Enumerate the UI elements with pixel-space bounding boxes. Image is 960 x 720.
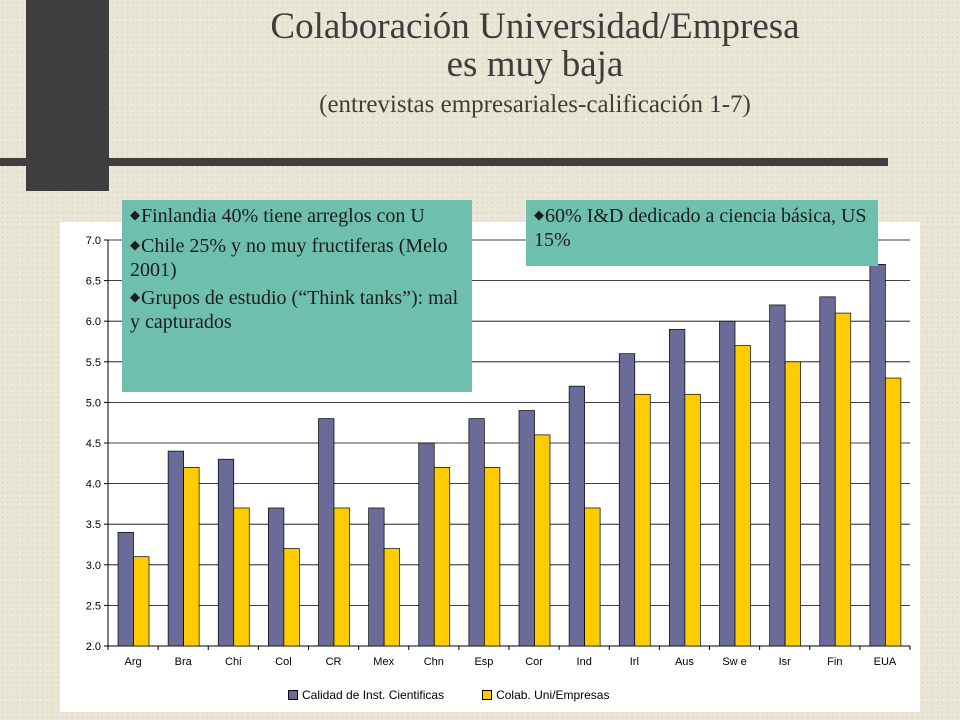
bar-series2	[634, 393, 651, 647]
x-tick-label: Fin	[827, 656, 842, 668]
bar-series1	[618, 353, 636, 647]
legend-swatch-series1	[288, 690, 298, 700]
x-tick-label: EUA	[874, 656, 897, 668]
y-tick-label: 3.0	[86, 560, 101, 572]
slide-title-line1: Colaboración Universidad/Empresa	[270, 6, 800, 47]
y-tick-label: 5.5	[86, 357, 101, 369]
slide-title-line2: es muy baja	[446, 44, 624, 85]
note-text: 60% I&D dedicado a ciencia básica, US 15…	[534, 205, 867, 251]
y-tick-label: 3.5	[86, 519, 101, 531]
bar-series2	[734, 345, 751, 647]
y-tick-label: 5.0	[86, 397, 101, 409]
note-item: ◆60% I&D dedicado a ciencia básica, US 1…	[534, 205, 870, 251]
y-tick-label: 2.0	[86, 641, 101, 653]
bar-series1	[318, 418, 335, 647]
slide-title-block: Colaboración Universidad/Empresa es muy …	[110, 8, 960, 120]
x-tick-label: Ind	[577, 656, 592, 668]
bar-series1	[418, 442, 435, 647]
bar-series1	[268, 507, 285, 647]
x-tick-label: Irl	[630, 656, 639, 668]
diamond-bullet-icon: ◆	[130, 237, 140, 252]
bar-series2	[784, 361, 801, 647]
bar-series1	[167, 450, 184, 647]
bar-series1	[669, 328, 686, 647]
bar-series1	[368, 507, 385, 647]
bar-series1	[819, 296, 836, 647]
note-item: ◆Finlandia 40% tiene arreglos con U	[130, 205, 464, 229]
notes-right-box: ◆60% I&D dedicado a ciencia básica, US 1…	[526, 200, 878, 266]
y-tick-label: 4.0	[86, 479, 101, 491]
note-item: ◆Chile 25% y no muy fructiferas (Melo 20…	[130, 235, 464, 281]
y-tick-label: 6.0	[86, 316, 101, 328]
diamond-bullet-icon: ◆	[534, 207, 544, 222]
x-tick-label: Mex	[373, 656, 394, 668]
y-tick-label: 4.5	[86, 438, 101, 450]
bar-series2	[183, 467, 200, 647]
bar-series2	[534, 434, 551, 647]
x-tick-label: Bra	[175, 656, 193, 668]
note-text: Chile 25% y no muy fructiferas (Melo 200…	[130, 235, 448, 281]
notes-left-box: ◆Finlandia 40% tiene arreglos con U ◆Chi…	[122, 200, 472, 392]
bar-series2	[684, 393, 701, 647]
x-tick-label: CR	[326, 656, 342, 668]
note-text: Finlandia 40% tiene arreglos con U	[141, 205, 425, 227]
diamond-bullet-icon: ◆	[130, 207, 140, 222]
bar-series2	[133, 556, 150, 647]
bar-series2	[383, 548, 400, 647]
x-tick-label: Isr	[779, 656, 792, 668]
slide-subtitle: (entrevistas empresariales-calificación …	[319, 91, 751, 118]
bar-series1	[869, 264, 886, 647]
bar-series1	[568, 385, 585, 647]
bar-series2	[333, 507, 350, 647]
y-tick-label: 7.0	[86, 235, 101, 247]
x-tick-label: Sw e	[722, 656, 746, 668]
y-tick-label: 2.5	[86, 600, 101, 612]
bar-series1	[518, 410, 535, 647]
bar-chart: 2.0 2.5 3.0 3.5 4.0 4.5 5.0 5.5 6.0 6.5 7.0 Arg Bra C…	[86, 235, 911, 668]
legend-label-series1: Calidad de Inst. Cientificas	[302, 688, 445, 702]
bar-series2	[433, 467, 451, 647]
bar-series1	[769, 304, 786, 647]
x-tick-label: Esp	[474, 656, 493, 668]
x-tick-label: Col	[275, 656, 292, 668]
x-tick-label: Aus	[675, 656, 694, 668]
bar-series1	[719, 320, 736, 647]
bar-series1	[217, 458, 235, 647]
bar-series2	[584, 507, 601, 647]
bar-series2	[233, 507, 250, 647]
x-tick-label: Chi	[225, 656, 242, 668]
y-tick-label: 6.5	[86, 276, 101, 288]
diamond-bullet-icon: ◆	[130, 289, 140, 304]
legend-item-series2: Colab. Uni/Empresas	[482, 688, 609, 702]
bar-series1	[117, 531, 134, 647]
chart-legend: Calidad de Inst. Cientificas Colab. Uni/…	[288, 688, 647, 702]
note-item: ◆Grupos de estudio (“Think tanks”): mal …	[130, 287, 464, 333]
x-tick-label: Cor	[525, 656, 543, 668]
bar-series2	[834, 312, 852, 647]
bar-series2	[484, 467, 501, 647]
legend-swatch-series2	[482, 690, 493, 700]
x-tick-label: Arg	[125, 656, 142, 668]
bar-series2	[283, 548, 300, 647]
legend-item-series1: Calidad de Inst. Cientificas	[288, 688, 444, 702]
bar-series1	[468, 418, 485, 647]
x-tick-label: Chn	[424, 656, 444, 668]
bar-series2	[885, 377, 902, 647]
decorative-rule	[0, 158, 888, 166]
legend-label-series2: Colab. Uni/Empresas	[496, 688, 610, 702]
note-text: Grupos de estudio (“Think tanks”): mal y…	[130, 287, 459, 333]
